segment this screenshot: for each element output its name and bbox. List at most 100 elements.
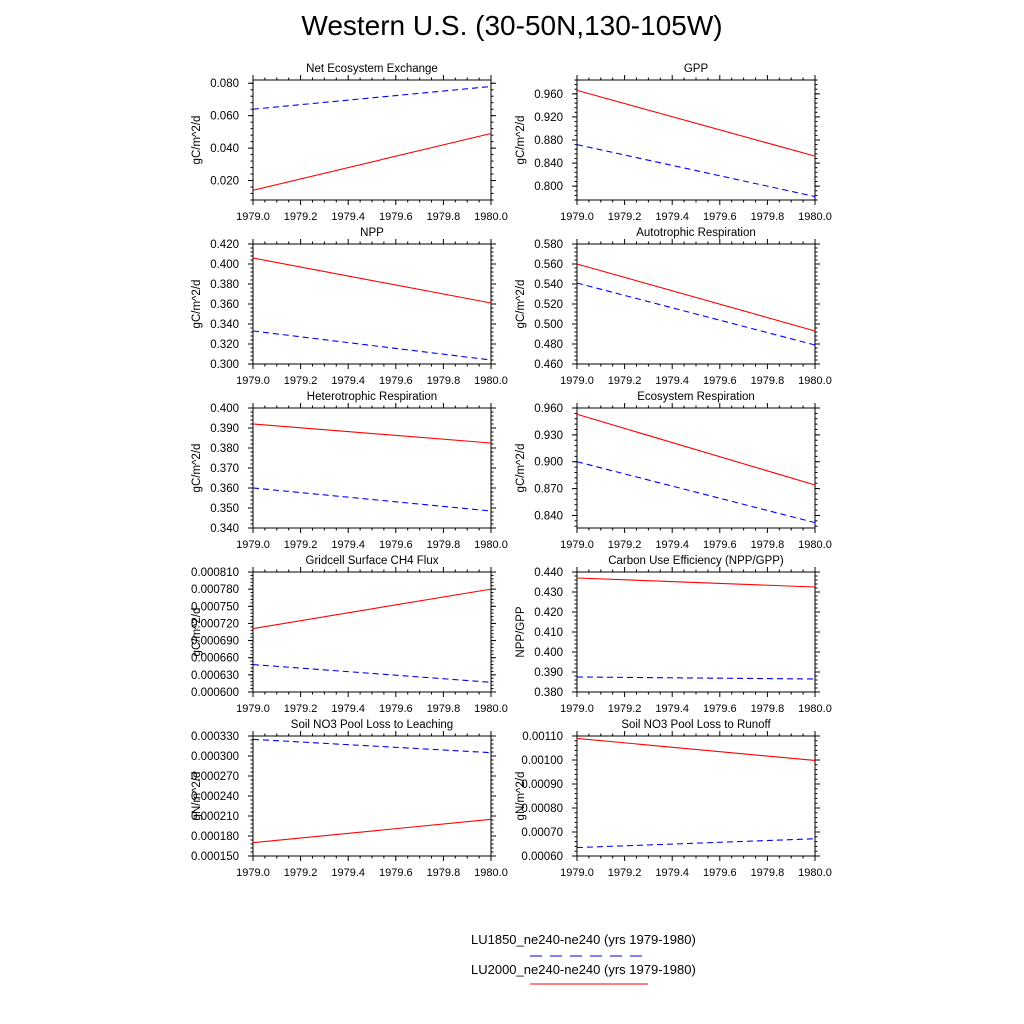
panel-3-xtick-label: 1979.4 <box>331 375 365 387</box>
panel-1-xtick-label: 1979.8 <box>427 211 461 223</box>
panel-8-title: Carbon Use Efficiency (NPP/GPP) <box>608 555 784 567</box>
panel-9-ylabel: gN/m^2/d <box>191 772 203 821</box>
panel-8-xtick-label: 1979.0 <box>560 703 594 715</box>
panel-1-ytick-label: 0.060 <box>210 111 239 123</box>
panel-8-xtick-label: 1980.0 <box>798 703 832 715</box>
panel-7-xtick-label: 1979.0 <box>236 703 270 715</box>
panel-5-xtick-label: 1979.2 <box>284 539 318 551</box>
panel-9-frame <box>252 735 492 857</box>
panel-10-xtick-label: 1980.0 <box>798 867 832 879</box>
panel-2-ytick-label: 0.800 <box>534 181 563 193</box>
panel-1-xtick-label: 1979.0 <box>236 211 270 223</box>
panel-4-xtick-label: 1979.0 <box>560 375 594 387</box>
panel-5-ytick-label: 0.370 <box>210 463 239 475</box>
panel-9-ytick-label: 0.000210 <box>191 811 239 823</box>
panel-3-frame <box>252 243 492 365</box>
panel-5-series-lu2000 <box>252 423 492 444</box>
panel-3-xtick-label: 1979.0 <box>236 375 270 387</box>
panel-3-xtick-label: 1979.6 <box>379 375 413 387</box>
panel-9-ytick-label: 0.000270 <box>191 771 239 783</box>
panel-2-xtick-label: 1979.4 <box>655 211 689 223</box>
panel-6-ytick-label: 0.960 <box>534 403 563 415</box>
panel-6-series-lu2000 <box>576 413 816 486</box>
panel-5-xtick-label: 1979.6 <box>379 539 413 551</box>
panel-9-xtick-label: 1979.6 <box>379 867 413 879</box>
panel-3-series-lu2000 <box>252 257 492 304</box>
panel-1-ytick-label: 0.080 <box>210 78 239 90</box>
panel-2-ytick-label: 0.880 <box>534 135 563 147</box>
panel-10-frame <box>576 735 816 857</box>
panel-8-ylabel: NPP/GPP <box>515 606 527 657</box>
panel-7-ytick-label: 0.000780 <box>191 584 239 596</box>
panel-2-xtick-label: 1980.0 <box>798 211 832 223</box>
panel-8-xtick-label: 1979.4 <box>655 703 689 715</box>
panel-7-xtick-label: 1979.4 <box>331 703 365 715</box>
panel-8-series-lu2000 <box>576 577 816 588</box>
panel-3-ytick-label: 0.320 <box>210 339 239 351</box>
panel-5-xtick-label: 1979.8 <box>427 539 461 551</box>
panel-7-ytick-label: 0.000630 <box>191 670 239 682</box>
panel-7-ytick-label: 0.000660 <box>191 653 239 665</box>
panel-5-ytick-label: 0.340 <box>210 523 239 535</box>
panel-6-xtick-label: 1979.0 <box>560 539 594 551</box>
panel-1-xtick-label: 1979.6 <box>379 211 413 223</box>
panel-8-ytick-label: 0.420 <box>534 607 563 619</box>
panel-6-ytick-label: 0.840 <box>534 510 563 522</box>
panel-6-series-lu1850 <box>576 461 816 524</box>
page-title: Western U.S. (30-50N,130-105W) <box>301 10 723 41</box>
panel-7-xtick-label: 1979.6 <box>379 703 413 715</box>
panel-9-xtick-label: 1979.4 <box>331 867 365 879</box>
panel-1-title: Net Ecosystem Exchange <box>306 63 438 75</box>
panel-1-xtick-label: 1979.2 <box>284 211 318 223</box>
panel-2-ytick-label: 0.840 <box>534 158 563 170</box>
panel-5-ytick-label: 0.350 <box>210 503 239 515</box>
panel-9-xtick-label: 1979.8 <box>427 867 461 879</box>
panel-7-series-lu1850 <box>252 664 492 683</box>
panel-9-ytick-label: 0.000240 <box>191 791 239 803</box>
panel-3-ytick-label: 0.380 <box>210 279 239 291</box>
panel-6-frame <box>576 407 816 529</box>
panel-1-ytick-label: 0.020 <box>210 176 239 188</box>
panel-3-ylabel: gC/m^2/d <box>191 280 203 329</box>
panel-9-title: Soil NO3 Pool Loss to Leaching <box>291 719 453 731</box>
panel-2-series-lu1850 <box>576 144 816 198</box>
panel-2-ylabel: gC/m^2/d <box>515 116 527 165</box>
panel-10-xtick-label: 1979.0 <box>560 867 594 879</box>
panel-1-series-lu1850 <box>252 85 492 110</box>
panel-2-ytick-label: 0.960 <box>534 89 563 101</box>
panel-9-ytick-label: 0.000330 <box>191 731 239 743</box>
panel-3-ytick-label: 0.420 <box>210 239 239 251</box>
panel-10-ylabel: gN/m^2/d <box>515 772 527 821</box>
panel-4-xtick-label: 1980.0 <box>798 375 832 387</box>
panel-9-ytick-label: 0.000300 <box>191 751 239 763</box>
panel-4-ytick-label: 0.580 <box>534 239 563 251</box>
panel-6-ylabel: gC/m^2/d <box>515 444 527 493</box>
panel-7-ytick-label: 0.000720 <box>191 618 239 630</box>
panel-3-xtick-label: 1979.2 <box>284 375 318 387</box>
panel-1-series-lu2000 <box>252 132 492 191</box>
panel-8-ytick-label: 0.440 <box>534 567 563 579</box>
panel-4-ytick-label: 0.560 <box>534 259 563 271</box>
panel-4-ytick-label: 0.500 <box>534 319 563 331</box>
panel-5-xtick-label: 1980.0 <box>474 539 508 551</box>
panel-8-ytick-label: 0.380 <box>534 687 563 699</box>
panel-6-title: Ecosystem Respiration <box>637 391 755 403</box>
panel-9-xtick-label: 1979.2 <box>284 867 318 879</box>
panel-7-xtick-label: 1979.2 <box>284 703 318 715</box>
panel-5-frame <box>252 407 492 529</box>
panel-4-ytick-label: 0.480 <box>534 339 563 351</box>
panel-4-ytick-label: 0.540 <box>534 279 563 291</box>
panel-8-ytick-label: 0.390 <box>534 667 563 679</box>
panel-6-xtick-label: 1979.4 <box>655 539 689 551</box>
panel-4-xtick-label: 1979.2 <box>608 375 642 387</box>
panel-8-ytick-label: 0.410 <box>534 627 563 639</box>
legend-label-lu2000: LU2000_ne240-ne240 (yrs 1979-1980) <box>471 962 696 977</box>
panel-7-ytick-label: 0.000600 <box>191 687 239 699</box>
panel-10-ytick-label: 0.00090 <box>521 779 563 791</box>
panel-6-ytick-label: 0.900 <box>534 457 563 469</box>
panel-3-ytick-label: 0.340 <box>210 319 239 331</box>
panel-2-xtick-label: 1979.6 <box>703 211 737 223</box>
panel-7-ylabel: gC/m^2/d <box>191 608 203 657</box>
panel-7-xtick-label: 1979.8 <box>427 703 461 715</box>
panel-4-xtick-label: 1979.6 <box>703 375 737 387</box>
